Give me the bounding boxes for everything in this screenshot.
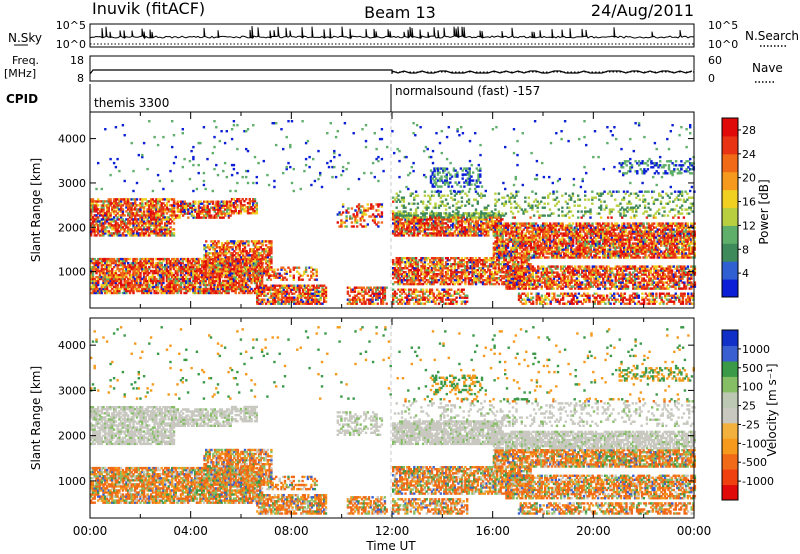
freq-unit: [MHz] <box>4 67 36 80</box>
power-heatmap-cells <box>90 120 696 305</box>
rti-cell <box>245 198 247 200</box>
nsky-tick-bottom: 10^0 <box>56 38 86 51</box>
rti-cell <box>173 210 175 212</box>
nsearch-tick-top: 10^5 <box>708 19 738 32</box>
rti-cell <box>194 201 196 203</box>
rti-cell <box>173 198 175 200</box>
rti-cell <box>109 198 111 200</box>
rti-cell <box>254 198 256 200</box>
date-title: 24/Aug/2011 <box>591 1 694 20</box>
freq-panel-frame <box>90 56 694 81</box>
cpid-label: CPID <box>6 92 38 106</box>
nsky-tick-top: 10^5 <box>56 19 86 32</box>
rti-cell <box>212 201 214 203</box>
cpid-mode-2: normalsound (fast) -157 <box>395 84 540 98</box>
freq-label: Freq. <box>12 54 39 67</box>
rti-cell <box>173 222 175 224</box>
nsky-label: N.Sky <box>8 31 42 45</box>
freq-tick-bottom: 8 <box>77 72 84 85</box>
nave-label: Nave <box>752 61 783 75</box>
rti-cell <box>256 202 258 204</box>
rti-cell <box>173 232 175 234</box>
nsky-line <box>90 26 694 40</box>
nave-tick-top: 60 <box>708 54 722 67</box>
rti-cell <box>236 204 238 206</box>
freq-line <box>90 70 692 74</box>
freq-trace <box>90 70 694 74</box>
station-title: Inuvik (fitACF) <box>92 0 205 18</box>
rti-figure: Inuvik (fitACF) Beam 13 24/Aug/2011 N.Sk… <box>0 0 800 554</box>
rti-cell <box>136 198 138 200</box>
freq-tick-top: 18 <box>70 54 84 67</box>
nsearch-label: N.Search <box>745 29 799 43</box>
nsky-trace <box>90 26 694 44</box>
rti-cell <box>187 216 189 218</box>
cpid-mode-1: themis 3300 <box>94 96 169 110</box>
nave-tick-bottom: 0 <box>708 72 715 85</box>
rti-cell <box>122 208 124 210</box>
rti-cell <box>97 204 99 206</box>
beam-title: Beam 13 <box>364 3 436 22</box>
rti-cell <box>173 228 175 230</box>
rti-cell <box>194 207 196 209</box>
rti-cell <box>229 214 231 216</box>
nsearch-tick-bottom: 10^0 <box>708 38 738 51</box>
rti-cell <box>124 214 126 216</box>
